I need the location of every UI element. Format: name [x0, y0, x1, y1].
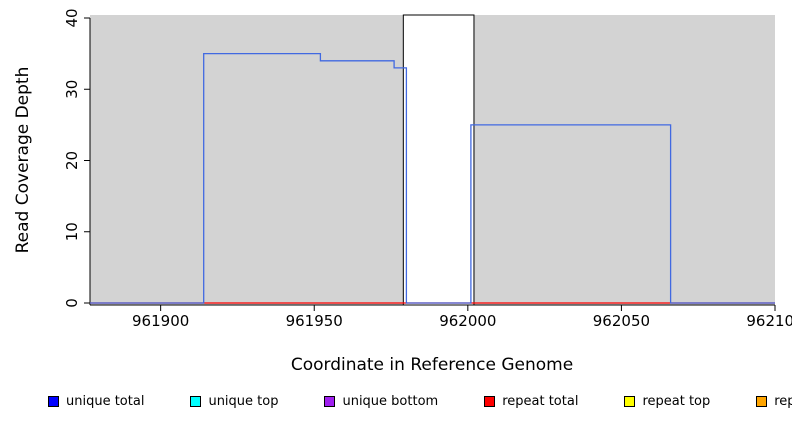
legend-label: repeat top [642, 394, 711, 409]
y-tick-label: 40 [63, 8, 81, 27]
x-tick-label: 961950 [286, 312, 343, 330]
legend-label: unique top [208, 394, 279, 409]
legend-item-unique-bottom: unique bottom [324, 394, 438, 409]
legend-item-repeat-total: repeat total [484, 394, 578, 409]
y-tick-label: 0 [63, 298, 81, 308]
masked-region [402, 14, 475, 306]
x-axis-title: Coordinate in Reference Genome [291, 355, 573, 375]
chart-svg: 961900961950962000962050962100010203040 … [13, 8, 792, 375]
legend-key-unique-total [48, 396, 59, 407]
y-tick-label: 30 [63, 80, 81, 99]
legend-key-repeat-total [484, 396, 496, 407]
legend-label: repeat bottom [774, 394, 792, 409]
series-line-unique-total [90, 52, 775, 304]
legend-item-repeat-bottom: repeat bottom [756, 394, 792, 409]
legend-label: unique bottom [342, 394, 439, 409]
y-tick-label: 10 [63, 222, 81, 241]
x-tick-label: 961900 [132, 312, 189, 330]
legend-key-repeat-top [624, 396, 636, 407]
x-tick-label: 962050 [593, 312, 650, 330]
legend-label: unique total [66, 394, 145, 409]
legend-key-repeat-bottom [756, 396, 768, 407]
legend-item-repeat-top: repeat top [624, 394, 710, 409]
legend-key-unique-top [190, 396, 202, 407]
x-tick-label: 962000 [439, 312, 496, 330]
legend-item-unique-total: unique total [48, 394, 144, 409]
y-axis-title: Read Coverage Depth [13, 67, 33, 254]
legend-key-unique-bottom [324, 396, 336, 407]
chart-legend: unique total unique top unique bottom repea… [0, 394, 792, 409]
legend-item-unique-top: unique top [190, 394, 278, 409]
legend-label: repeat total [502, 394, 579, 409]
y-tick-label: 20 [63, 151, 81, 170]
